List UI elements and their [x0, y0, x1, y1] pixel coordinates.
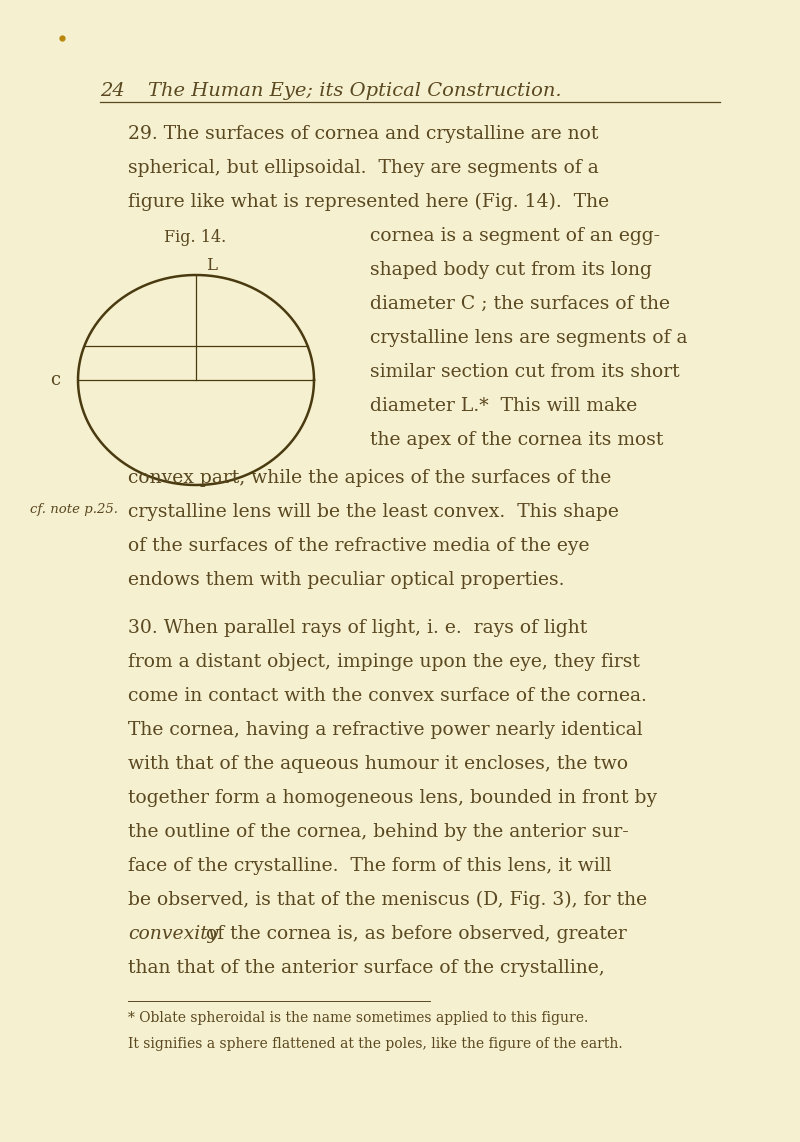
Text: come in contact with the convex surface of the cornea.: come in contact with the convex surface … — [128, 687, 647, 705]
Text: of the cornea is, as before observed, greater: of the cornea is, as before observed, gr… — [200, 925, 626, 943]
Text: 29. The surfaces of cornea and crystalline are not: 29. The surfaces of cornea and crystalli… — [128, 124, 598, 143]
Text: convex part, while the apices of the surfaces of the: convex part, while the apices of the sur… — [128, 469, 611, 486]
Text: Fig. 14.: Fig. 14. — [164, 230, 226, 246]
Text: shaped body cut from its long: shaped body cut from its long — [370, 262, 652, 279]
Text: 24: 24 — [100, 82, 125, 100]
Text: with that of the aqueous humour it encloses, the two: with that of the aqueous humour it enclo… — [128, 755, 628, 773]
Text: c: c — [50, 371, 60, 389]
Text: figure like what is represented here (Fig. 14).  The: figure like what is represented here (Fi… — [128, 193, 609, 211]
Text: crystalline lens are segments of a: crystalline lens are segments of a — [370, 329, 687, 347]
Text: of the surfaces of the refractive media of the eye: of the surfaces of the refractive media … — [128, 537, 590, 555]
Text: crystalline lens will be the least convex.  This shape: crystalline lens will be the least conve… — [128, 502, 619, 521]
Text: L: L — [206, 257, 217, 274]
Text: than that of the anterior surface of the crystalline,: than that of the anterior surface of the… — [128, 959, 605, 978]
Text: 30. When parallel rays of light, i. e.  rays of light: 30. When parallel rays of light, i. e. r… — [128, 619, 587, 637]
Text: The cornea, having a refractive power nearly identical: The cornea, having a refractive power ne… — [128, 721, 642, 739]
Text: It signifies a sphere flattened at the poles, like the figure of the earth.: It signifies a sphere flattened at the p… — [128, 1037, 622, 1051]
Text: cornea is a segment of an egg-: cornea is a segment of an egg- — [370, 227, 660, 246]
Text: the outline of the cornea, behind by the anterior sur-: the outline of the cornea, behind by the… — [128, 823, 629, 841]
Text: from a distant object, impinge upon the eye, they first: from a distant object, impinge upon the … — [128, 653, 640, 671]
Text: endows them with peculiar optical properties.: endows them with peculiar optical proper… — [128, 571, 565, 589]
Text: convexity: convexity — [128, 925, 218, 943]
Text: together form a homogeneous lens, bounded in front by: together form a homogeneous lens, bounde… — [128, 789, 657, 807]
Text: diameter C ; the surfaces of the: diameter C ; the surfaces of the — [370, 295, 670, 313]
Text: diameter L.*  This will make: diameter L.* This will make — [370, 397, 638, 415]
Text: similar section cut from its short: similar section cut from its short — [370, 363, 680, 381]
Text: cf. note p.25.: cf. note p.25. — [30, 502, 118, 516]
Text: be observed, is that of the meniscus (D, Fig. 3), for the: be observed, is that of the meniscus (D,… — [128, 891, 647, 909]
Text: The Human Eye; its Optical Construction.: The Human Eye; its Optical Construction. — [148, 82, 562, 100]
Text: * Oblate spheroidal is the name sometimes applied to this figure.: * Oblate spheroidal is the name sometime… — [128, 1011, 588, 1026]
Text: the apex of the cornea its most: the apex of the cornea its most — [370, 431, 663, 449]
Text: spherical, but ellipsoidal.  They are segments of a: spherical, but ellipsoidal. They are seg… — [128, 159, 598, 177]
Text: face of the crystalline.  The form of this lens, it will: face of the crystalline. The form of thi… — [128, 856, 611, 875]
